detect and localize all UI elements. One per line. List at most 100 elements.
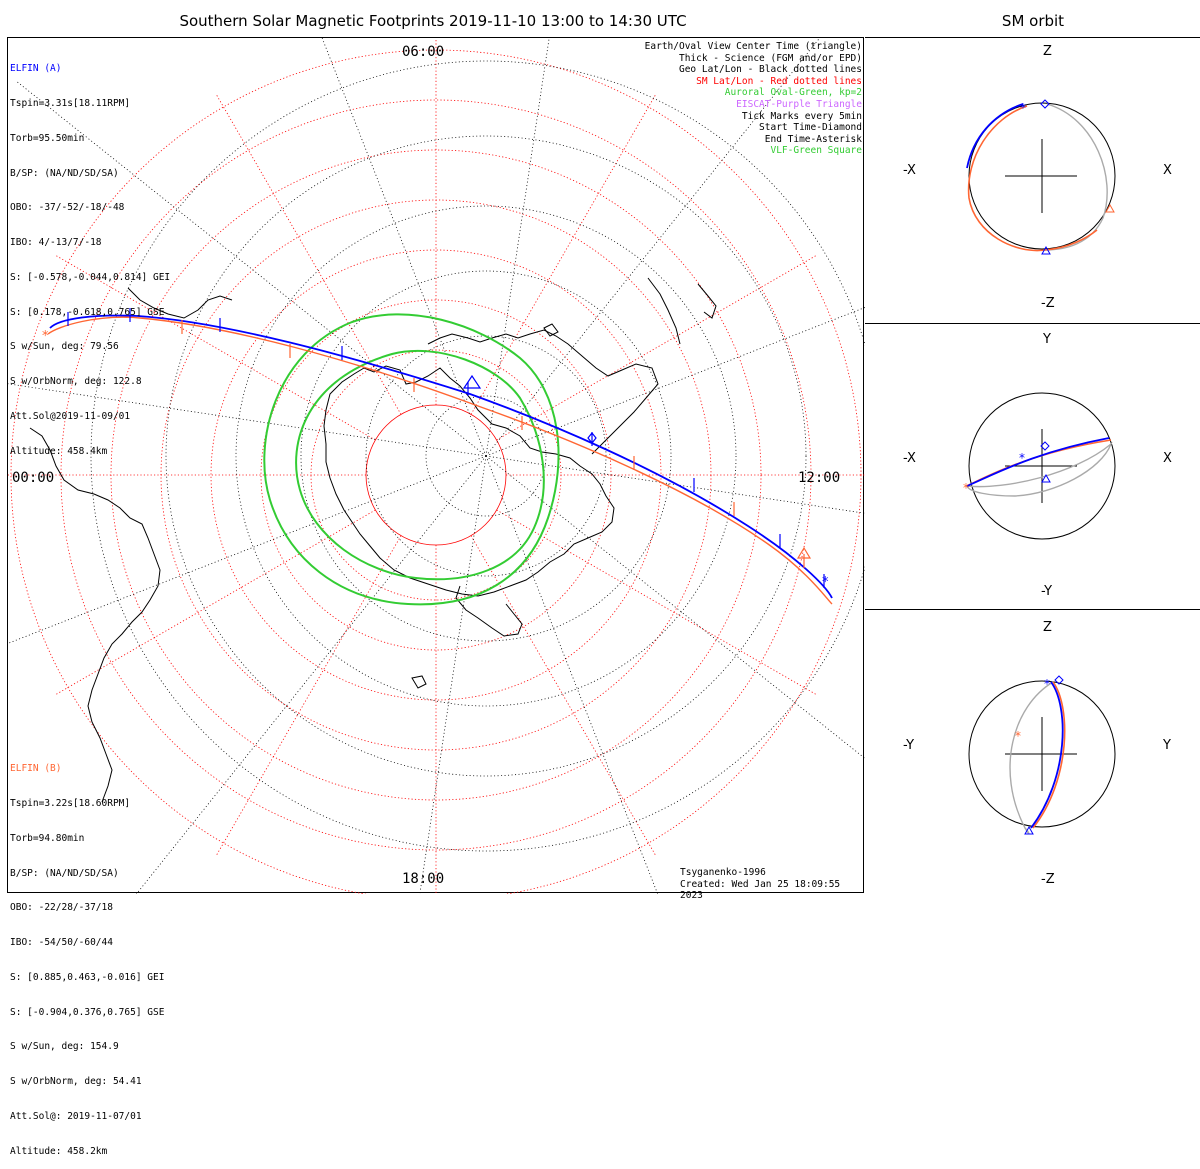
mlt-label-top: 06:00 — [402, 44, 445, 60]
continent-outlines — [29, 277, 717, 803]
sm-latitude-circles — [8, 38, 865, 894]
mlt-label-bottom: 18:00 — [402, 871, 445, 887]
mlt-label-left: 00:00 — [12, 470, 55, 486]
sm-latitude-circle — [10, 49, 862, 894]
elfin-b-line: OBO: -22/28/-37/18 — [10, 902, 113, 914]
elfin-b-asterisk: * — [963, 481, 969, 495]
elfin-b-line: Altitude: 458.2km — [10, 1145, 108, 1157]
geo-latitude-circle — [165, 135, 807, 777]
elfin-a-end-asterisk: * — [822, 575, 829, 590]
elfin-a-line: S: [0.178,-0.618,0.765] GSE — [10, 306, 165, 318]
elfin-b-ticks — [181, 320, 805, 568]
orbit-reference — [1009, 681, 1054, 835]
axis-label-bottom: -Z — [1041, 872, 1055, 887]
elfin-b-orbit — [966, 439, 1112, 487]
axis-label-right: X — [1163, 163, 1172, 178]
geo-meridian — [485, 38, 550, 457]
legend-item: EISCAT-Purple Triangle — [736, 98, 862, 110]
southern-island-outline — [411, 675, 427, 689]
elfin-b-start-triangle — [796, 546, 812, 559]
elfin-a-line: Torb=95.50min — [10, 132, 85, 144]
elfin-b-info: ELFIN (B) Tspin=3.22s[18.60RPM] Torb=94.… — [10, 740, 164, 1169]
elfin-a-line: Att.Sol@2019-11-09/01 — [10, 411, 131, 422]
geo-meridian — [135, 455, 487, 894]
credit-block: Tsyganenko-1996 Created: Wed Jan 25 18:0… — [680, 867, 863, 902]
legend-item: End Time-Asterisk — [764, 133, 862, 145]
elfin-b-triangle — [1105, 203, 1115, 213]
axis-label-bottom: -Y — [1041, 584, 1053, 599]
axis-cross — [1005, 139, 1077, 213]
elfin-a-info: ELFIN (A) Tspin=3.31s[18.11RPM] Torb=95.… — [10, 40, 170, 469]
sm-meridian — [215, 535, 402, 857]
auroral-oval-outer — [263, 313, 560, 606]
sm-meridian — [54, 254, 376, 441]
falklands-outline — [543, 323, 559, 337]
axis-label-left: -X — [903, 451, 916, 466]
mlt-label-right: 12:00 — [798, 470, 841, 486]
sm-orbit-panel-xy: * * -X X Y -Y — [865, 323, 1200, 609]
model-credit: Tsyganenko-1996 — [680, 867, 766, 878]
elfin-a-ticks — [67, 308, 825, 588]
elfin-a-asterisk: * — [1020, 101, 1026, 115]
sm-meridian — [496, 509, 818, 696]
elfin-a-orbit — [966, 437, 1110, 487]
start-diamond — [1040, 441, 1050, 451]
axis-label-left: -Y — [903, 738, 915, 753]
elfin-a-line: Tspin=3.31s[18.11RPM] — [10, 97, 131, 109]
track-markers: * * — [42, 329, 829, 590]
elfin-a-line: S w/Sun, deg: 79.56 — [10, 341, 119, 353]
orbit-reference — [965, 441, 1113, 497]
elfin-b-line: S w/OrbNorm, deg: 54.41 — [10, 1076, 142, 1088]
elfin-b-line: Torb=94.80min — [10, 832, 85, 844]
axis-label-right: X — [1163, 451, 1172, 466]
elfin-b-line: Att.Sol@: 2019-11-07/01 — [10, 1111, 142, 1122]
sm-meridian — [470, 93, 657, 415]
antarctica-outline — [323, 365, 615, 597]
center-triangle — [1024, 825, 1034, 835]
madagascar-outline — [697, 283, 717, 319]
earth-orbit-circle — [968, 680, 1116, 828]
start-diamond — [1054, 675, 1064, 685]
new-zealand-outline — [647, 277, 681, 345]
elfin-b-line: S: [0.885,0.463,-0.016] GEI — [10, 971, 165, 983]
legend-item: Thick - Science (FGM and/or EPD) — [678, 52, 862, 64]
australia-outline — [29, 427, 161, 803]
axis-label-top: Y — [1043, 332, 1051, 347]
axis-label-right: Y — [1163, 738, 1171, 753]
start-diamond — [1040, 99, 1050, 109]
elfin-a-orbit — [1030, 681, 1064, 829]
sm-orbit-xy-plot: * * — [963, 392, 1116, 540]
antarctic-peninsula-outline — [455, 585, 523, 637]
plot-title: Southern Solar Magnetic Footprints 2019-… — [179, 12, 687, 30]
view-center-triangle — [462, 374, 482, 389]
probe-tracks — [47, 314, 833, 605]
legend-item: Geo Lat/Lon - Black dotted lines — [678, 64, 862, 76]
orbit-reference — [1044, 103, 1108, 251]
geo-meridian — [485, 455, 865, 760]
sm-orbit-panel-yz: * * -Y Y Z -Z — [865, 609, 1200, 896]
elfin-a-name: ELFIN (A) — [10, 63, 62, 75]
center-triangle — [1041, 245, 1051, 255]
axis-label-top: Z — [1043, 44, 1052, 59]
elfin-a-line: B/SP: (NA/ND/SD/SA) — [10, 167, 119, 179]
legend-item: Auroral Oval-Green, kp=2 — [724, 87, 862, 99]
geo-meridian — [419, 455, 487, 894]
elfin-a-line: Altitude: 458.4km — [10, 445, 108, 457]
sm-latitude-circle — [60, 99, 812, 851]
elfin-b-line: Tspin=3.22s[18.60RPM] — [10, 797, 131, 809]
elfin-a-track — [49, 314, 833, 599]
axis-label-bottom: -Z — [1041, 296, 1055, 311]
elfin-b-line: IBO: -54/50/-60/44 — [10, 937, 113, 949]
sm-orbit-title: SM orbit — [1001, 12, 1065, 30]
geo-latitude-circle — [425, 395, 547, 517]
sm-orbit-yz-plot: * * — [968, 675, 1116, 835]
earth-orbit-circle — [968, 392, 1116, 540]
sm-orbit-panel-xz: * -X X Z -Z — [865, 37, 1200, 323]
elfin-a-asterisk: * — [1044, 677, 1050, 691]
elfin-b-track — [47, 316, 833, 605]
elfin-b-name: ELFIN (B) — [10, 763, 62, 775]
legend-item: Start Time-Diamond — [759, 122, 862, 134]
elfin-a-line: S: [-0.578,-0.044,0.814] GEI — [10, 271, 171, 283]
time-tick-marks — [67, 308, 825, 588]
elfin-a-start-diamond — [587, 432, 597, 444]
